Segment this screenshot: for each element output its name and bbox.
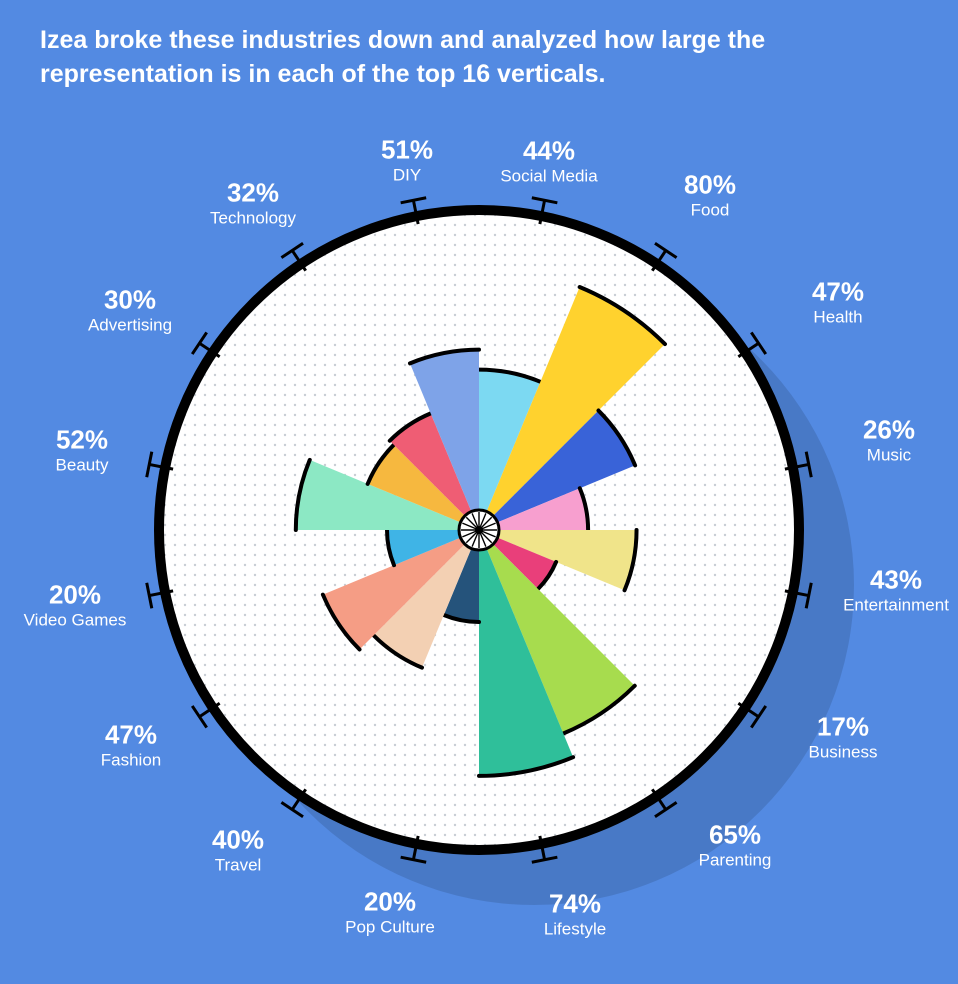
slice-name: Food xyxy=(684,201,736,221)
slice-pct: 20% xyxy=(364,887,416,917)
slice-pct: 30% xyxy=(104,285,156,315)
slice-name: Lifestyle xyxy=(544,920,606,940)
tick-bar xyxy=(192,706,206,728)
slice-label: 20%Pop Culture xyxy=(345,887,435,938)
slice-name: Advertising xyxy=(88,316,172,336)
tick-bar xyxy=(281,243,303,257)
slice-label: 44%Social Media xyxy=(500,136,597,187)
tick-bar xyxy=(281,802,303,816)
slice-name: Entertainment xyxy=(843,596,949,616)
slice-label: 17%Business xyxy=(809,712,878,763)
slice-label: 20%Video Games xyxy=(24,580,127,631)
slice-pct: 47% xyxy=(812,277,864,307)
slice-label: 30%Advertising xyxy=(88,285,172,336)
slice-label: 43%Entertainment xyxy=(843,565,949,616)
slice-name: Health xyxy=(812,308,864,328)
slice-label: 32%Technology xyxy=(210,178,296,229)
slice-label: 52%Beauty xyxy=(56,425,109,476)
infographic-stage: Izea broke these industries down and ana… xyxy=(0,0,958,984)
slice-pct: 20% xyxy=(49,580,101,610)
slice-label: 74%Lifestyle xyxy=(544,889,606,940)
polar-chart-svg xyxy=(0,0,958,984)
slice-name: Technology xyxy=(210,209,296,229)
slice-label: 51%DIY xyxy=(381,135,433,186)
slice-name: Music xyxy=(863,446,915,466)
slice-name: Fashion xyxy=(101,751,161,771)
slice-pct: 40% xyxy=(212,825,264,855)
slice-pct: 65% xyxy=(709,820,761,850)
slice-name: Social Media xyxy=(500,167,597,187)
slice-pct: 17% xyxy=(817,712,869,742)
tick-bar xyxy=(751,332,765,354)
slice-pct: 43% xyxy=(870,565,922,595)
page-title: Izea broke these industries down and ana… xyxy=(40,24,920,92)
tick-bar xyxy=(655,243,677,257)
slice-name: Business xyxy=(809,743,878,763)
tick-bar xyxy=(192,332,206,354)
slice-name: Beauty xyxy=(56,456,109,476)
slice-pct: 74% xyxy=(549,889,601,919)
slice-label: 40%Travel xyxy=(212,825,264,876)
slice-pct: 44% xyxy=(523,136,575,166)
slice-name: Parenting xyxy=(699,851,772,871)
slice-name: Video Games xyxy=(24,611,127,631)
slice-label: 65%Parenting xyxy=(699,820,772,871)
slice-pct: 32% xyxy=(227,178,279,208)
slice-pct: 52% xyxy=(56,425,108,455)
slice-pct: 26% xyxy=(863,415,915,445)
slice-pct: 51% xyxy=(381,135,433,165)
slice-name: Travel xyxy=(212,856,264,876)
slice-label: 47%Health xyxy=(812,277,864,328)
slice-name: DIY xyxy=(381,166,433,186)
slice-pct: 47% xyxy=(105,720,157,750)
slice-label: 80%Food xyxy=(684,170,736,221)
slice-label: 47%Fashion xyxy=(101,720,161,771)
slice-name: Pop Culture xyxy=(345,918,435,938)
slice-label: 26%Music xyxy=(863,415,915,466)
slice-pct: 80% xyxy=(684,170,736,200)
